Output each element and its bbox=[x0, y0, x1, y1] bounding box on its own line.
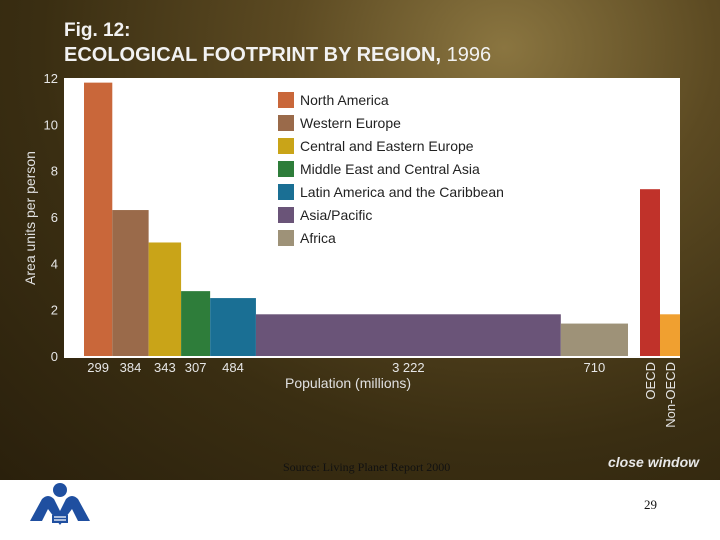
legend-label: Western Europe bbox=[300, 114, 401, 131]
oecd-bar-label: Non-OECD bbox=[663, 362, 678, 428]
legend-item: Asia/Pacific bbox=[278, 203, 504, 226]
population-tick-label: 384 bbox=[120, 360, 142, 375]
population-tick-label: 3 222 bbox=[392, 360, 425, 375]
people-book-logo-icon bbox=[30, 483, 90, 525]
slide-background: Fig. 12: ECOLOGICAL FOOTPRINT BY REGION,… bbox=[0, 0, 720, 480]
population-tick-label: 299 bbox=[87, 360, 109, 375]
figure-title-year: 1996 bbox=[446, 44, 492, 66]
y-tick-label: 0 bbox=[51, 349, 58, 364]
chart: 0 2 4 6 8 10 12 299 384 343 307 484 3 222 710 OECD Non-… bbox=[44, 71, 680, 428]
legend: North America Western Europe Central and E… bbox=[278, 88, 504, 249]
oecd-bar bbox=[660, 314, 680, 356]
y-tick-label: 2 bbox=[51, 303, 58, 318]
legend-swatch bbox=[278, 91, 294, 108]
source-note: Source: Living Planet Report 2000 bbox=[283, 460, 451, 474]
x-axis-label: Population (millions) bbox=[285, 375, 412, 391]
bar bbox=[255, 314, 561, 356]
y-tick-label: 12 bbox=[44, 71, 58, 86]
oecd-bar-label: OECD bbox=[643, 362, 658, 400]
y-tick-label: 8 bbox=[51, 164, 58, 179]
bar bbox=[112, 210, 149, 356]
legend-label: Africa bbox=[300, 229, 336, 246]
population-tick-label: 307 bbox=[185, 360, 207, 375]
legend-swatch bbox=[278, 114, 294, 131]
figure-number: Fig. 12: bbox=[64, 20, 131, 41]
y-tick-label: 6 bbox=[51, 210, 58, 225]
bar bbox=[560, 323, 628, 356]
legend-item: Western Europe bbox=[278, 111, 504, 134]
legend-swatch bbox=[278, 183, 294, 200]
y-tick-label: 10 bbox=[44, 117, 58, 132]
legend-label: North America bbox=[300, 91, 389, 108]
bar bbox=[84, 82, 113, 356]
legend-label: Middle East and Central Asia bbox=[300, 160, 480, 177]
legend-item: North America bbox=[278, 88, 504, 111]
y-tick-label: 4 bbox=[51, 256, 58, 271]
figure-title: ECOLOGICAL FOOTPRINT BY REGION, 1996 bbox=[64, 44, 491, 67]
legend-swatch bbox=[278, 229, 294, 246]
bar bbox=[148, 242, 182, 356]
footer bbox=[0, 480, 720, 540]
legend-item: Africa bbox=[278, 226, 504, 249]
bar bbox=[181, 291, 211, 356]
legend-swatch bbox=[278, 206, 294, 223]
y-axis-label: Area units per person bbox=[22, 151, 38, 285]
legend-swatch bbox=[278, 160, 294, 177]
legend-label: Central and Eastern Europe bbox=[300, 137, 474, 154]
oecd-bar bbox=[640, 189, 660, 356]
bar bbox=[210, 298, 256, 356]
population-tick-label: 343 bbox=[154, 360, 176, 375]
close-window-link[interactable]: close window bbox=[608, 454, 700, 470]
legend-label: Asia/Pacific bbox=[300, 206, 373, 223]
population-tick-label: 484 bbox=[222, 360, 244, 375]
figure-title-text: ECOLOGICAL FOOTPRINT BY REGION, bbox=[64, 44, 442, 66]
legend-item: Middle East and Central Asia bbox=[278, 157, 504, 180]
population-tick-label: 710 bbox=[584, 360, 606, 375]
legend-item: Central and Eastern Europe bbox=[278, 134, 504, 157]
legend-item: Latin America and the Caribbean bbox=[278, 180, 504, 203]
legend-swatch bbox=[278, 137, 294, 154]
page-number: 29 bbox=[644, 497, 657, 512]
legend-label: Latin America and the Caribbean bbox=[300, 183, 504, 200]
